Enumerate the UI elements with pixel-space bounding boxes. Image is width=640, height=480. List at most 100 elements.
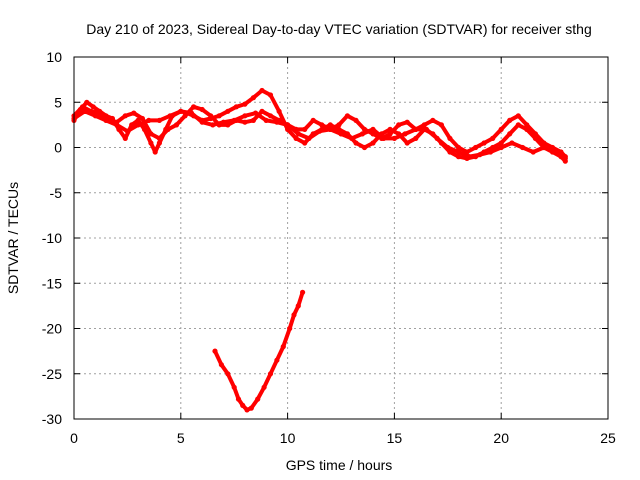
y-tick-label: -20 [42, 321, 62, 337]
data-point [148, 131, 154, 137]
data-point [445, 144, 451, 151]
data-point [338, 131, 344, 137]
data-point [103, 117, 109, 123]
data-point [361, 144, 368, 151]
chart-title: Day 210 of 2023, Sidereal Day-to-day VTE… [86, 21, 592, 37]
data-point [473, 144, 479, 151]
data-point [353, 117, 359, 123]
data-point [466, 154, 472, 160]
data-point [455, 154, 462, 160]
data-point [498, 140, 504, 146]
data-point [122, 113, 128, 119]
axis-ticks: 0 5 10 15 20 25 -30 -25 -20 -15 -10 -5 0 5 10 [42, 49, 616, 446]
x-tick-label: 15 [387, 430, 403, 446]
data-point [152, 149, 158, 155]
data-point [259, 108, 265, 114]
data-point [267, 371, 274, 377]
data-point [199, 119, 205, 125]
data-point [509, 140, 515, 146]
data-point [274, 119, 280, 125]
data-point [267, 113, 274, 119]
series-track-3 [71, 108, 568, 161]
data-point [188, 110, 195, 116]
data-point [327, 126, 333, 132]
data-point [276, 108, 282, 114]
data-point [156, 140, 162, 146]
data-point [178, 108, 184, 114]
data-point [235, 396, 242, 402]
data-point [404, 140, 410, 146]
data-point [191, 104, 197, 110]
x-axis-label: GPS time / hours [286, 457, 393, 473]
grid-lines [74, 57, 608, 419]
data-point [423, 126, 429, 132]
data-point [430, 117, 436, 123]
y-tick-label: -15 [42, 275, 62, 291]
data-point [541, 144, 547, 151]
data-point [515, 113, 521, 119]
data-point [498, 126, 504, 132]
data-point [122, 135, 128, 141]
data-point [404, 119, 410, 125]
data-point [253, 110, 259, 116]
data-point [242, 113, 248, 119]
data-point [477, 152, 483, 158]
data-point [336, 122, 342, 128]
data-point [139, 115, 145, 122]
data-point [295, 303, 301, 309]
data-point [82, 108, 88, 114]
data-point [370, 140, 376, 146]
data-point [552, 149, 558, 155]
data-point [220, 119, 227, 125]
data-point [438, 122, 444, 128]
data-point [274, 357, 280, 363]
data-point [300, 289, 306, 295]
data-point [359, 131, 365, 137]
data-point [507, 117, 513, 123]
data-point [225, 108, 231, 114]
data-series [71, 87, 568, 413]
y-tick-label: -30 [42, 411, 62, 427]
data-point [148, 140, 154, 146]
y-tick-label: -5 [50, 185, 63, 201]
data-point [520, 144, 526, 151]
data-point [524, 122, 530, 128]
data-point [396, 122, 402, 128]
data-point [263, 117, 269, 123]
data-point [455, 144, 462, 151]
data-point [114, 122, 120, 128]
data-point [79, 104, 86, 110]
data-point [182, 113, 188, 119]
data-point [391, 135, 397, 141]
data-point [287, 325, 293, 332]
data-point [381, 135, 387, 141]
data-point [212, 348, 218, 354]
data-point [233, 104, 239, 110]
data-point [487, 149, 494, 155]
data-point [515, 122, 521, 128]
data-point [447, 135, 453, 141]
data-point [421, 122, 427, 128]
data-point [280, 344, 286, 350]
data-point [306, 135, 312, 141]
data-point [218, 362, 224, 368]
data-point [507, 131, 513, 137]
y-tick-label: 0 [54, 140, 62, 156]
data-point [259, 87, 265, 94]
y-tick-label: 5 [54, 94, 62, 110]
data-point [455, 149, 462, 155]
x-tick-label: 25 [600, 430, 616, 446]
x-tick-label: 10 [280, 430, 296, 446]
x-tick-label: 5 [177, 430, 185, 446]
data-point [92, 113, 98, 119]
data-point [165, 126, 171, 132]
data-point [250, 95, 256, 101]
data-point [231, 384, 237, 390]
data-point [208, 113, 214, 119]
y-tick-label: 10 [46, 49, 62, 65]
data-point [387, 131, 393, 137]
data-point [167, 113, 173, 119]
data-point [302, 140, 308, 146]
data-point [344, 113, 350, 119]
